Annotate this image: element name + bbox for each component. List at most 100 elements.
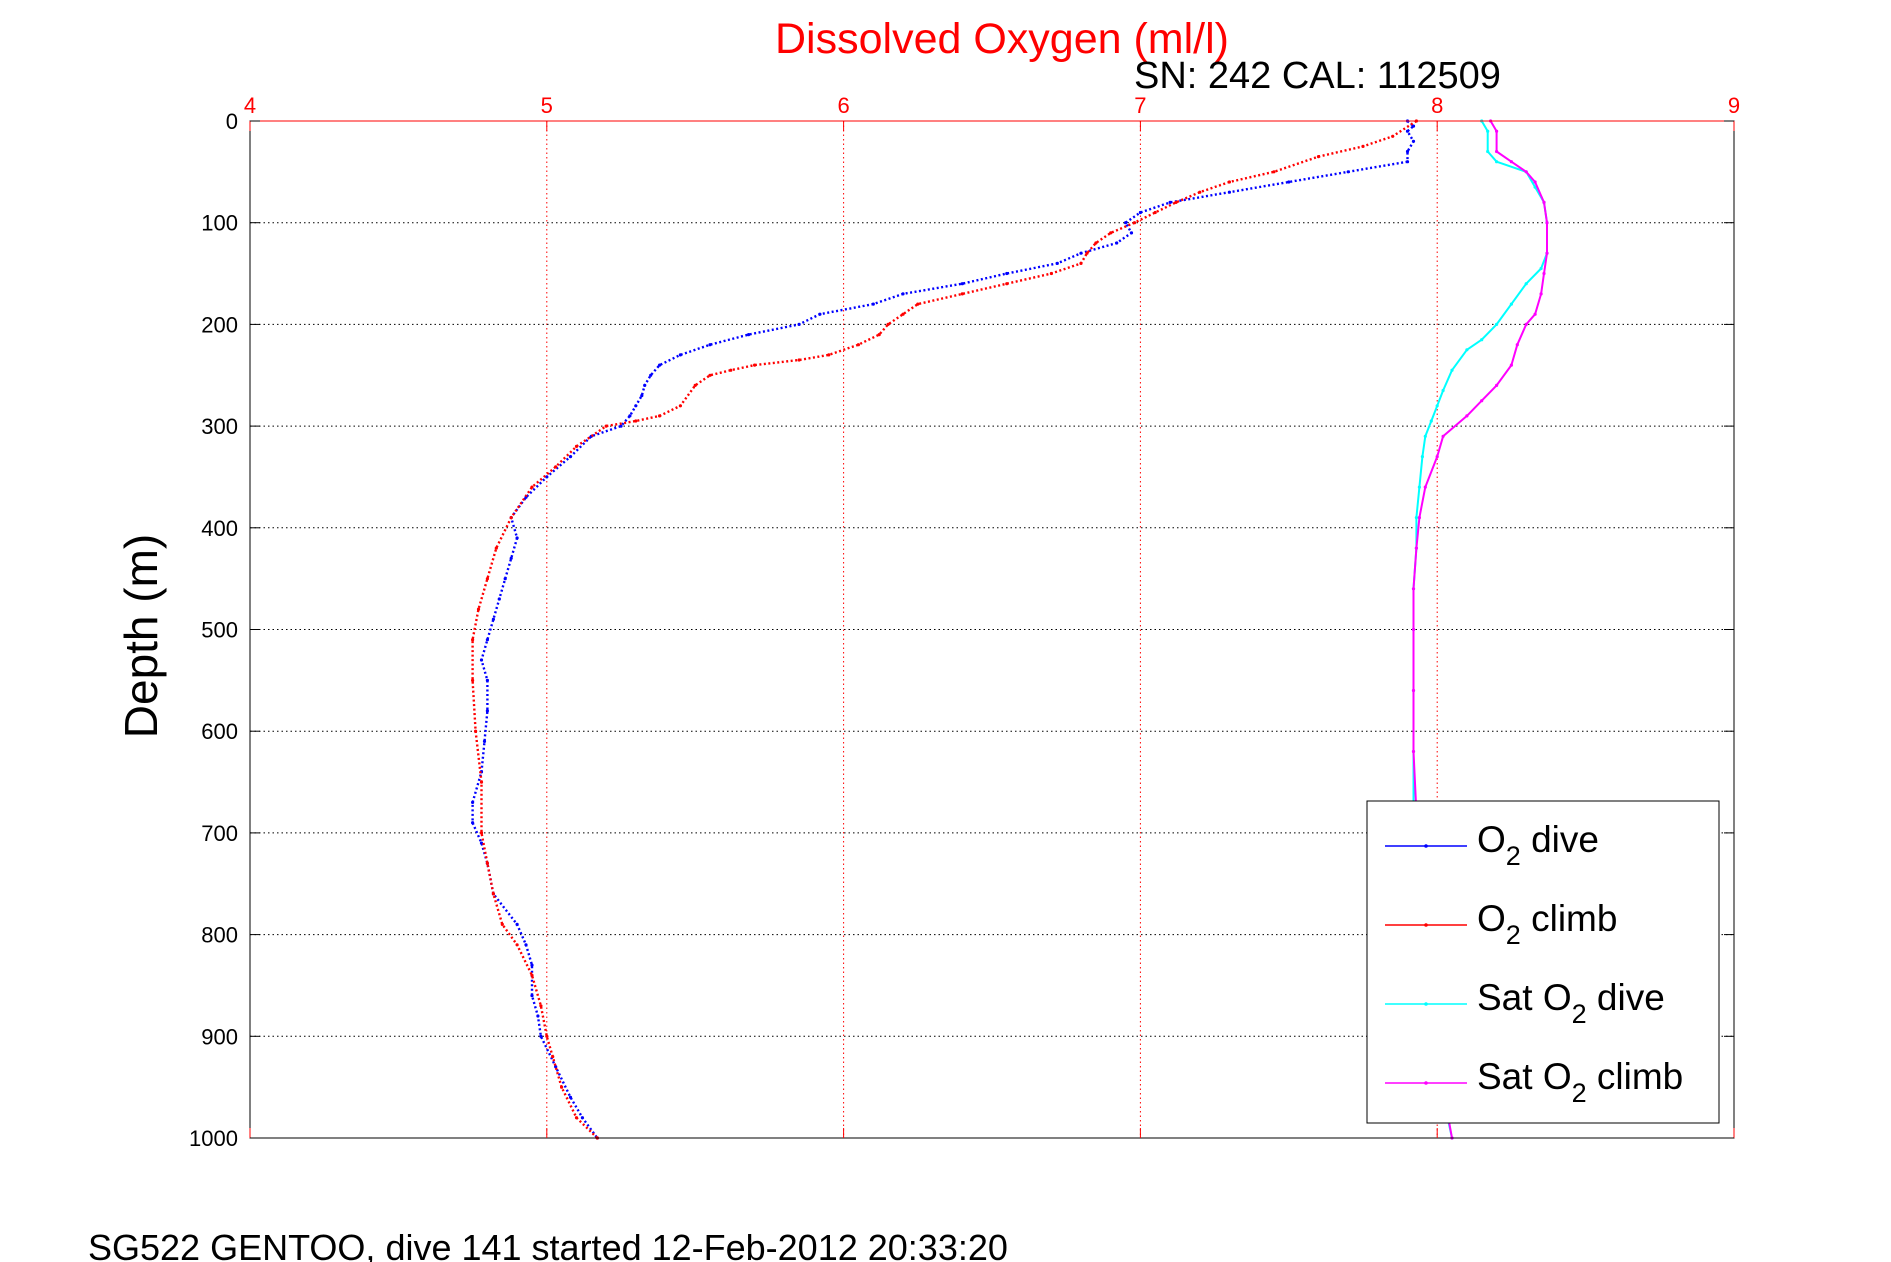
data-point-o2-dive	[491, 617, 495, 621]
data-point-o2-dive	[649, 373, 653, 377]
data-point-o2-climb	[471, 678, 475, 683]
data-point-o2-dive	[1405, 129, 1410, 133]
data-point-o2-climb	[560, 1085, 564, 1089]
data-point-o2-dive	[1287, 180, 1291, 184]
data-point-sat-o2-climb	[1539, 292, 1543, 296]
y-tick-label: 0	[226, 109, 238, 134]
data-point-o2-dive	[1411, 139, 1416, 143]
x-axis-ticks: 4 5 6 7 8 9	[244, 93, 1740, 1138]
legend-label-sat-o2-dive: Sat O2 dive	[1477, 977, 1665, 1029]
data-point-o2-climb	[476, 607, 481, 611]
data-point-o2-climb	[574, 444, 579, 448]
data-point-o2-climb	[479, 780, 484, 784]
data-point-o2-climb	[708, 373, 712, 377]
data-point-sat-o2-dive	[1486, 129, 1490, 133]
data-point-sat-o2-dive	[1429, 419, 1433, 423]
chart-subtitle: SN: 242 CAL: 112509	[1134, 55, 1501, 97]
data-point-o2-dive	[1138, 210, 1142, 215]
data-point-o2-climb	[753, 363, 757, 367]
data-point-o2-dive	[1405, 160, 1410, 164]
x-tick-label: 4	[244, 93, 256, 118]
data-point-sat-o2-dive	[1417, 485, 1421, 489]
data-point-o2-climb	[1109, 231, 1113, 235]
y-tick-label: 100	[201, 211, 238, 236]
legend-label-o2-dive: O2 dive	[1477, 819, 1599, 871]
data-point-sat-o2-dive	[1465, 348, 1469, 352]
data-point-sat-o2-dive	[1539, 266, 1543, 271]
data-point-sat-o2-climb	[1465, 414, 1469, 418]
data-point-sat-o2-dive	[1486, 149, 1490, 154]
data-point-o2-dive	[658, 363, 662, 367]
y-tick-label: 200	[201, 312, 238, 337]
data-point-o2-climb	[530, 973, 534, 977]
data-point-o2-dive	[515, 536, 519, 540]
data-point-o2-dive	[524, 943, 528, 947]
data-point-o2-dive	[479, 658, 484, 662]
data-point-o2-dive	[515, 922, 519, 927]
series-line-sat-o2-dive	[1412, 120, 1548, 1139]
data-point-sat-o2-climb	[1524, 322, 1528, 326]
data-point-o2-dive	[485, 678, 489, 683]
data-point-o2-climb	[1227, 180, 1231, 184]
y-tick-label: 1000	[189, 1126, 238, 1151]
data-point-sat-o2-climb	[1509, 160, 1513, 164]
data-point-sat-o2-climb	[1542, 200, 1546, 204]
data-point-o2-dive	[643, 383, 647, 387]
data-point-sat-o2-climb	[1495, 129, 1499, 133]
data-point-o2-climb	[471, 638, 475, 642]
y-axis-ticks: 0 100 200 300 400 500 600 700 800 900 1000	[189, 109, 1734, 1151]
data-point-o2-climb	[916, 302, 920, 306]
data-point-sat-o2-climb	[1495, 149, 1499, 154]
data-point-o2-climb	[901, 312, 905, 316]
data-point-o2-dive	[708, 343, 712, 347]
data-point-sat-o2-climb	[1435, 455, 1439, 459]
x-tick-label: 8	[1431, 93, 1443, 118]
figure-footer: SG522 GENTOO, dive 141 started 12-Feb-20…	[88, 1227, 1008, 1262]
data-point-o2-climb	[539, 1004, 543, 1008]
data-point-sat-o2-dive	[1495, 322, 1499, 326]
data-point-o2-climb	[485, 577, 489, 581]
data-point-sat-o2-climb	[1480, 399, 1484, 403]
data-point-o2-climb	[1094, 241, 1098, 245]
data-point-o2-dive	[640, 394, 644, 398]
data-point-o2-climb	[827, 353, 831, 357]
data-point-o2-dive	[1411, 124, 1416, 128]
data-point-sat-o2-climb	[1441, 434, 1445, 438]
data-point-o2-dive	[1168, 200, 1172, 204]
data-point-o2-climb	[1079, 261, 1083, 265]
y-axis-label: Depth (m)	[115, 534, 167, 738]
y-tick-label: 600	[201, 719, 238, 744]
data-point-sat-o2-climb	[1542, 271, 1546, 276]
data-point-o2-climb	[693, 383, 697, 387]
y-tick-label: 400	[201, 516, 238, 541]
data-point-o2-dive	[485, 709, 489, 713]
data-point-sat-o2-climb	[1423, 485, 1427, 489]
data-point-o2-climb	[604, 424, 608, 428]
legend-label-o2-climb: O2 climb	[1477, 898, 1617, 950]
data-point-sat-o2-climb	[1417, 516, 1421, 520]
data-point-o2-dive	[580, 1116, 585, 1120]
data-point-sat-o2-climb	[1411, 688, 1416, 693]
data-point-sat-o2-climb	[1524, 170, 1528, 174]
data-point-o2-climb	[1132, 221, 1137, 225]
data-point-sat-o2-dive	[1435, 404, 1439, 408]
data-point-o2-dive	[901, 292, 905, 296]
data-point-o2-dive	[471, 821, 475, 825]
legend-marker-sat-o2-climb	[1424, 1081, 1428, 1085]
data-point-o2-climb	[530, 485, 534, 489]
data-point-o2-climb	[877, 333, 881, 337]
data-point-sat-o2-dive	[1441, 388, 1445, 393]
data-point-sat-o2-dive	[1509, 302, 1513, 306]
data-point-o2-climb	[678, 404, 683, 408]
data-point-sat-o2-climb	[1509, 363, 1513, 367]
data-point-o2-dive	[871, 302, 875, 306]
data-point-o2-dive	[818, 312, 822, 316]
data-point-sat-o2-climb	[1515, 343, 1519, 347]
data-point-o2-dive	[545, 475, 549, 479]
legend-label-sat-o2-climb: Sat O2 climb	[1477, 1056, 1683, 1108]
data-point-o2-dive	[530, 963, 534, 967]
data-point-o2-dive	[1227, 190, 1231, 194]
data-point-o2-climb	[551, 1055, 555, 1059]
data-point-o2-climb	[491, 892, 495, 896]
